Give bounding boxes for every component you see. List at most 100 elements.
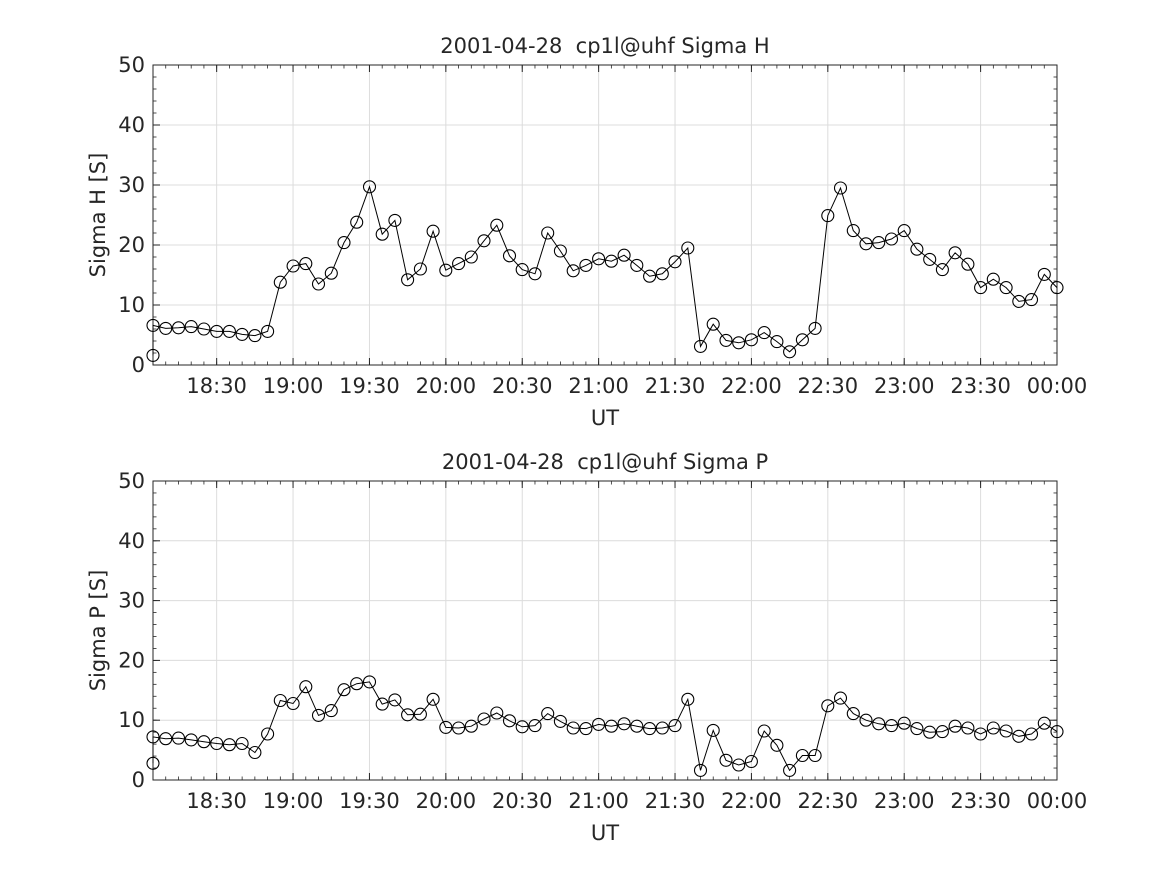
x-tick-label: 18:30	[186, 789, 247, 813]
data-point	[655, 267, 669, 281]
data-point	[401, 273, 415, 287]
data-point	[401, 708, 415, 722]
data-point	[362, 675, 377, 689]
x-axis-label: UT	[591, 821, 619, 845]
y-tick-label: 40	[118, 113, 145, 137]
y-axis-label: Sigma H [S]	[86, 153, 110, 278]
x-tick-label: 21:30	[645, 789, 706, 813]
data-point	[452, 257, 466, 271]
data-point	[248, 329, 262, 343]
data-point	[171, 321, 186, 335]
data-point	[910, 722, 924, 736]
data-point	[617, 248, 631, 262]
data-point	[286, 696, 300, 711]
data-point	[1037, 267, 1051, 281]
data-point	[617, 717, 631, 731]
series-line	[152, 185, 1058, 356]
data-point	[515, 263, 529, 277]
data-point	[872, 236, 886, 250]
data-point	[146, 318, 160, 332]
data-point	[439, 263, 453, 277]
data-point	[681, 692, 695, 706]
data-point	[821, 209, 835, 223]
data-point	[884, 719, 899, 733]
data-point	[210, 736, 224, 751]
y-tick-label: 0	[132, 353, 145, 377]
x-tick-label: 20:00	[416, 789, 477, 813]
chart-sigma-p: 18:30 19:00 19:30 20:00 20:30 21:00 21:30 22:00…	[86, 450, 1087, 845]
data-point	[719, 753, 733, 767]
data-point	[311, 708, 326, 722]
data-point	[299, 257, 313, 271]
data-point	[197, 322, 211, 336]
data-point	[757, 326, 771, 340]
data-point	[986, 272, 1000, 286]
x-tick-label: 23:30	[950, 374, 1011, 398]
data-point	[693, 339, 708, 353]
data-point	[821, 699, 835, 713]
data-point	[770, 738, 784, 752]
data-point	[273, 275, 287, 289]
series-line	[152, 681, 1058, 772]
x-tick-label: 23:00	[874, 789, 935, 813]
data-point	[1012, 294, 1026, 308]
data-point	[974, 281, 988, 295]
data-point	[388, 693, 402, 707]
x-tick-label: 21:30	[645, 374, 706, 398]
data-point	[974, 727, 988, 741]
x-tick-label: 20:30	[492, 789, 553, 813]
data-point	[273, 693, 287, 708]
data-point	[693, 763, 708, 777]
data-point	[592, 252, 606, 266]
data-point	[261, 324, 275, 338]
data-point	[210, 324, 224, 338]
x-tick-label: 20:30	[492, 374, 553, 398]
data-point	[783, 763, 797, 777]
y-tick-label: 20	[118, 648, 145, 672]
x-tick-label: 19:30	[339, 789, 400, 813]
x-tick-label: 19:00	[263, 374, 324, 398]
data-point	[833, 691, 848, 705]
data-point	[197, 735, 211, 749]
data-point	[146, 348, 160, 362]
x-tick-label: 22:30	[798, 789, 859, 813]
data-point	[1024, 727, 1039, 741]
data-point	[528, 267, 542, 281]
x-tick-label: 22:00	[721, 789, 782, 813]
data-point	[515, 720, 529, 734]
data-point	[222, 324, 236, 338]
data-point	[426, 224, 440, 238]
data-point	[999, 724, 1013, 738]
data-point	[808, 748, 822, 763]
data-point	[541, 226, 555, 240]
data-point	[553, 244, 567, 258]
x-axis-label: UT	[591, 406, 619, 430]
data-point	[579, 722, 593, 736]
data-point	[490, 218, 504, 232]
data-point	[477, 234, 491, 248]
data-point	[808, 321, 822, 335]
data-point	[235, 736, 249, 751]
data-point	[566, 721, 580, 735]
data-point	[541, 707, 555, 721]
chart-sigma-h: 18:30 19:00 19:30 20:00 20:30 21:00 21:30 22:00…	[86, 34, 1087, 430]
data-point	[439, 720, 453, 734]
data-point	[630, 719, 644, 733]
data-point	[668, 255, 682, 269]
data-point	[770, 335, 784, 349]
data-point	[528, 719, 542, 733]
data-point	[948, 246, 962, 260]
data-point	[146, 730, 160, 744]
data-point	[732, 336, 746, 350]
chart-title: 2001-04-28 cp1l@uhf Sigma H	[440, 34, 769, 58]
data-point	[375, 697, 389, 711]
data-point	[171, 731, 186, 745]
data-point	[732, 758, 746, 772]
x-tick-label: 22:00	[721, 374, 782, 398]
data-point	[884, 232, 899, 246]
axes-box	[152, 64, 1058, 366]
data-point	[1050, 281, 1064, 295]
data-point	[388, 213, 402, 227]
data-point	[744, 333, 758, 347]
data-point	[337, 683, 351, 697]
